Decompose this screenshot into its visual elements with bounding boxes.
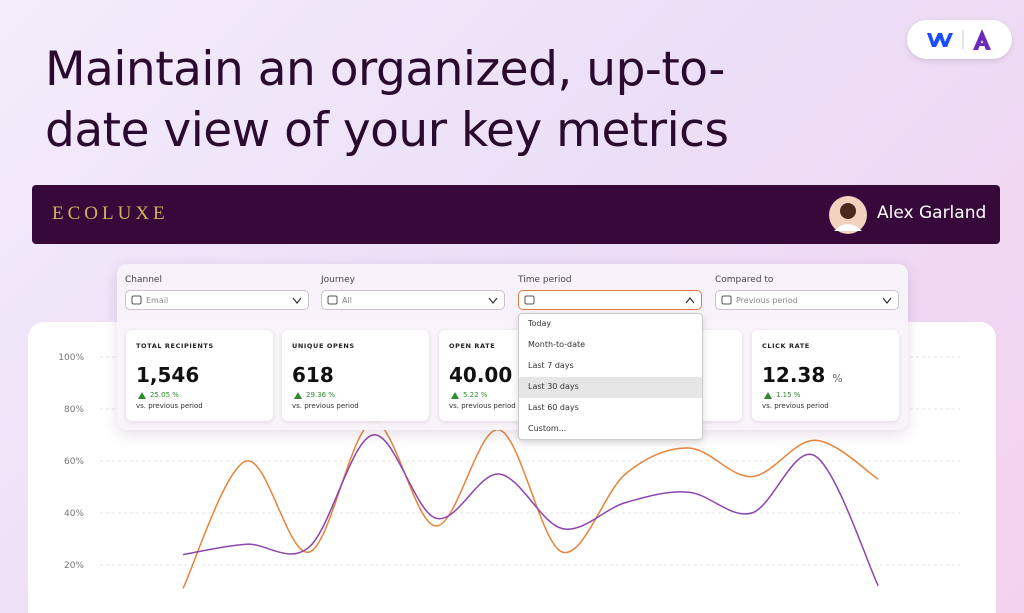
y-tick-label: 20% [64,561,84,571]
filter-label: Channel [125,275,162,285]
brand-logo[interactable]: ECOLUXE [52,203,169,224]
y-tick-label: 100% [58,353,84,363]
field-icon [131,295,142,305]
menu-option[interactable]: Last 60 days [528,403,579,412]
kpi-comparison: vs. previous period [449,402,516,410]
up-arrow [294,392,302,399]
kpi-value: 1,546 [136,363,199,387]
kpi-label: TOTAL RECIPIENTS [136,342,214,350]
chevron [882,297,892,304]
dropdown[interactable]: Email [125,290,309,310]
icon-shape [721,295,732,305]
kpi-label: CLICK RATE [762,342,810,350]
kpi-change: 25.05 % [150,391,179,399]
chevron [685,297,695,304]
chevron [488,297,498,304]
filter-panel: Channel Email Journey All Time period Compare… [117,264,908,430]
kpi-unit: % [832,372,843,385]
menu-option[interactable]: Last 30 days [519,377,702,398]
dropdown[interactable] [518,290,702,310]
dropdown-value: All [342,296,352,305]
kpi-comparison: vs. previous period [136,402,203,410]
kpi-card: CLICK RATE 12.38 % 1.15 % vs. previous peri… [752,330,899,421]
kpi-value: 12.38 % [762,363,843,387]
dropdown-value: Email [146,296,169,305]
icon-shape [524,295,535,305]
up-arrow [451,392,459,399]
icon-shape [131,295,142,305]
kpi-comparison: vs. previous period [762,402,829,410]
kpi-value: 618 [292,363,334,387]
app-bar: ECOLUXE Alex Garland [32,185,1000,244]
kpi-card: TOTAL RECIPIENTS 1,546 25.05 % vs. previous… [126,330,273,421]
trend-line [182,421,879,589]
y-tick-label: 80% [64,405,84,415]
kpi-number: 618 [292,363,334,387]
headline: date view of your key metrics [45,103,729,158]
arrow-shape [294,392,302,399]
kpi-label: UNIQUE OPENS [292,342,355,350]
menu-option[interactable]: Today [528,319,552,328]
dropdown[interactable]: Previous period [715,290,899,310]
partner-logos [927,29,991,50]
avatar[interactable] [828,195,868,235]
up-arrow [764,392,772,399]
arrow-shape [764,392,772,399]
chevron-shape [685,297,695,304]
chevron-shape [488,297,498,304]
arrow-shape [138,392,146,399]
kpi-comparison: vs. previous period [292,402,359,410]
chevron-shape [292,297,302,304]
icon-shape [327,295,338,305]
kpi-number: 1,546 [136,363,200,387]
filter-label: Journey [321,275,355,285]
kpi-number: 12.38 [762,363,826,387]
time-period-menu: Today Month-to-date Last 7 days Last 30 day… [518,313,703,440]
y-tick-label: 60% [64,457,84,467]
chevron-shape [882,297,892,304]
up-arrow [138,392,146,399]
kpi-label: OPEN RATE [449,342,496,350]
field-icon [721,295,732,305]
field-icon [524,295,535,305]
partner-badge [907,20,1012,59]
dropdown[interactable]: All [321,290,505,310]
menu-option[interactable]: Month-to-date [528,340,586,349]
headline: Maintain an organized, up-to- [45,42,725,97]
chevron [292,297,302,304]
kpi-change: 5.22 % [463,391,488,399]
menu-option[interactable]: Custom... [528,424,567,433]
menu-option[interactable]: Last 7 days [528,361,574,370]
kpi-number: 40.00 [449,363,513,387]
y-tick-label: 40% [64,509,84,519]
kpi-change: 1.15 % [776,391,801,399]
user-name[interactable]: Alex Garland [877,203,987,223]
kpi-card: UNIQUE OPENS 618 29.36 % vs. previous perio… [282,330,429,421]
kpi-change: 29.36 % [306,391,335,399]
field-icon [327,295,338,305]
arrow-shape [451,392,459,399]
filter-label: Time period [518,275,572,285]
dropdown-value: Previous period [736,296,798,305]
trend-line [182,434,879,587]
filter-label: Compared to [715,275,774,285]
